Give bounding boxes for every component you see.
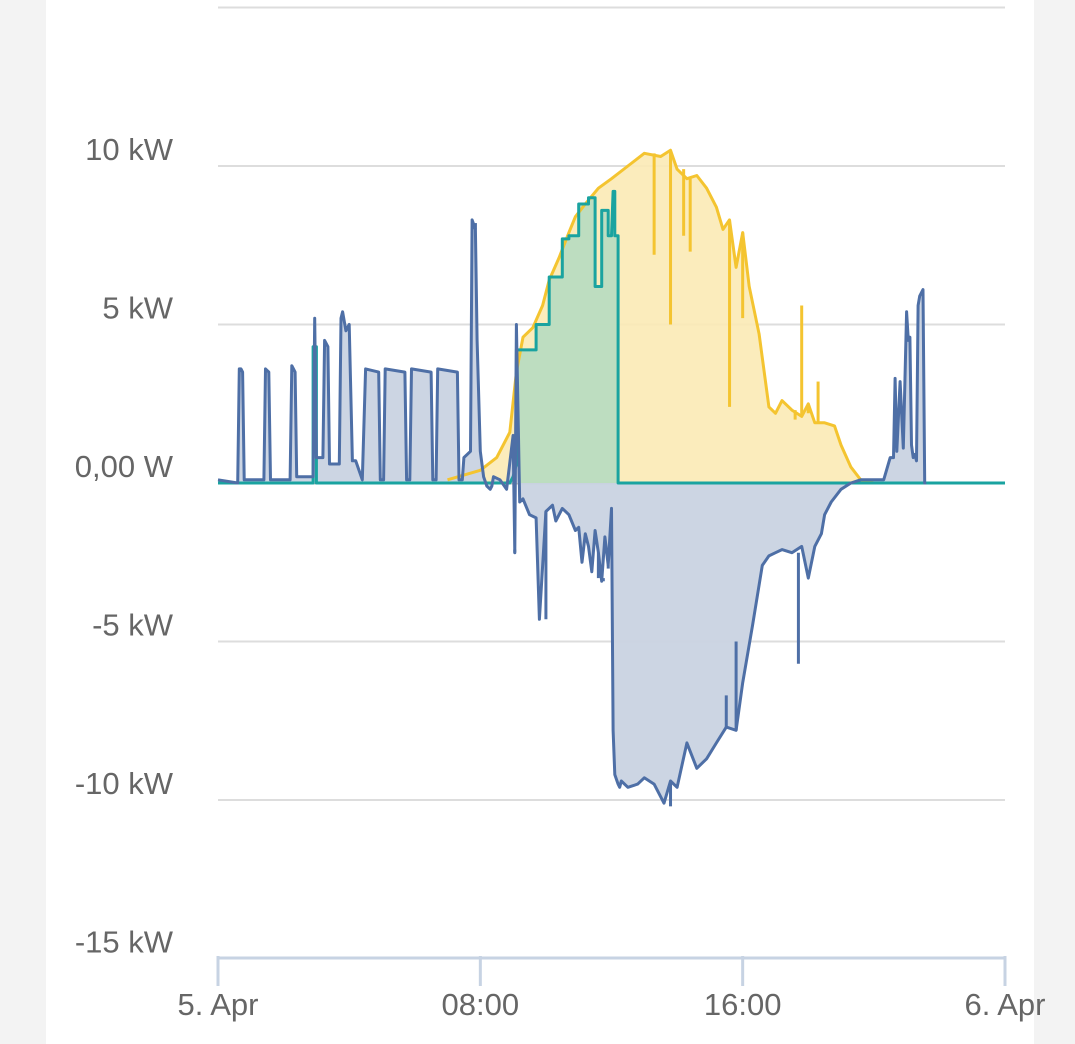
y-tick-label: 0,00 W: [75, 449, 174, 484]
series-area-grid: [218, 219, 927, 804]
y-tick-label: -10 kW: [75, 766, 174, 801]
series-lines: [217, 148, 1005, 807]
x-tick-label: 5. Apr: [178, 987, 259, 1022]
series-line-grid: [217, 218, 927, 805]
x-tick-label: 16:00: [704, 987, 782, 1022]
y-axis-labels: 10 kW 5 kW 0,00 W -5 kW -10 kW -15 kW: [75, 132, 174, 960]
y-tick-label: -5 kW: [92, 608, 174, 643]
series-line-solar-production: [447, 148, 884, 485]
series-line-battery: [218, 189, 1005, 485]
y-tick-label: -15 kW: [75, 925, 174, 960]
series-areas: [218, 150, 1005, 804]
x-tick-label: 08:00: [442, 987, 520, 1022]
y-tick-label: 5 kW: [102, 291, 173, 326]
series-area-battery: [218, 191, 1005, 483]
x-axis-labels: 5. Apr 08:00 16:00 6. Apr: [178, 987, 1046, 1022]
axes: [216, 956, 1007, 986]
x-tick-label: 6. Apr: [965, 987, 1046, 1022]
y-tick-label: 10 kW: [85, 132, 174, 167]
series-area-solar-production: [447, 150, 884, 483]
